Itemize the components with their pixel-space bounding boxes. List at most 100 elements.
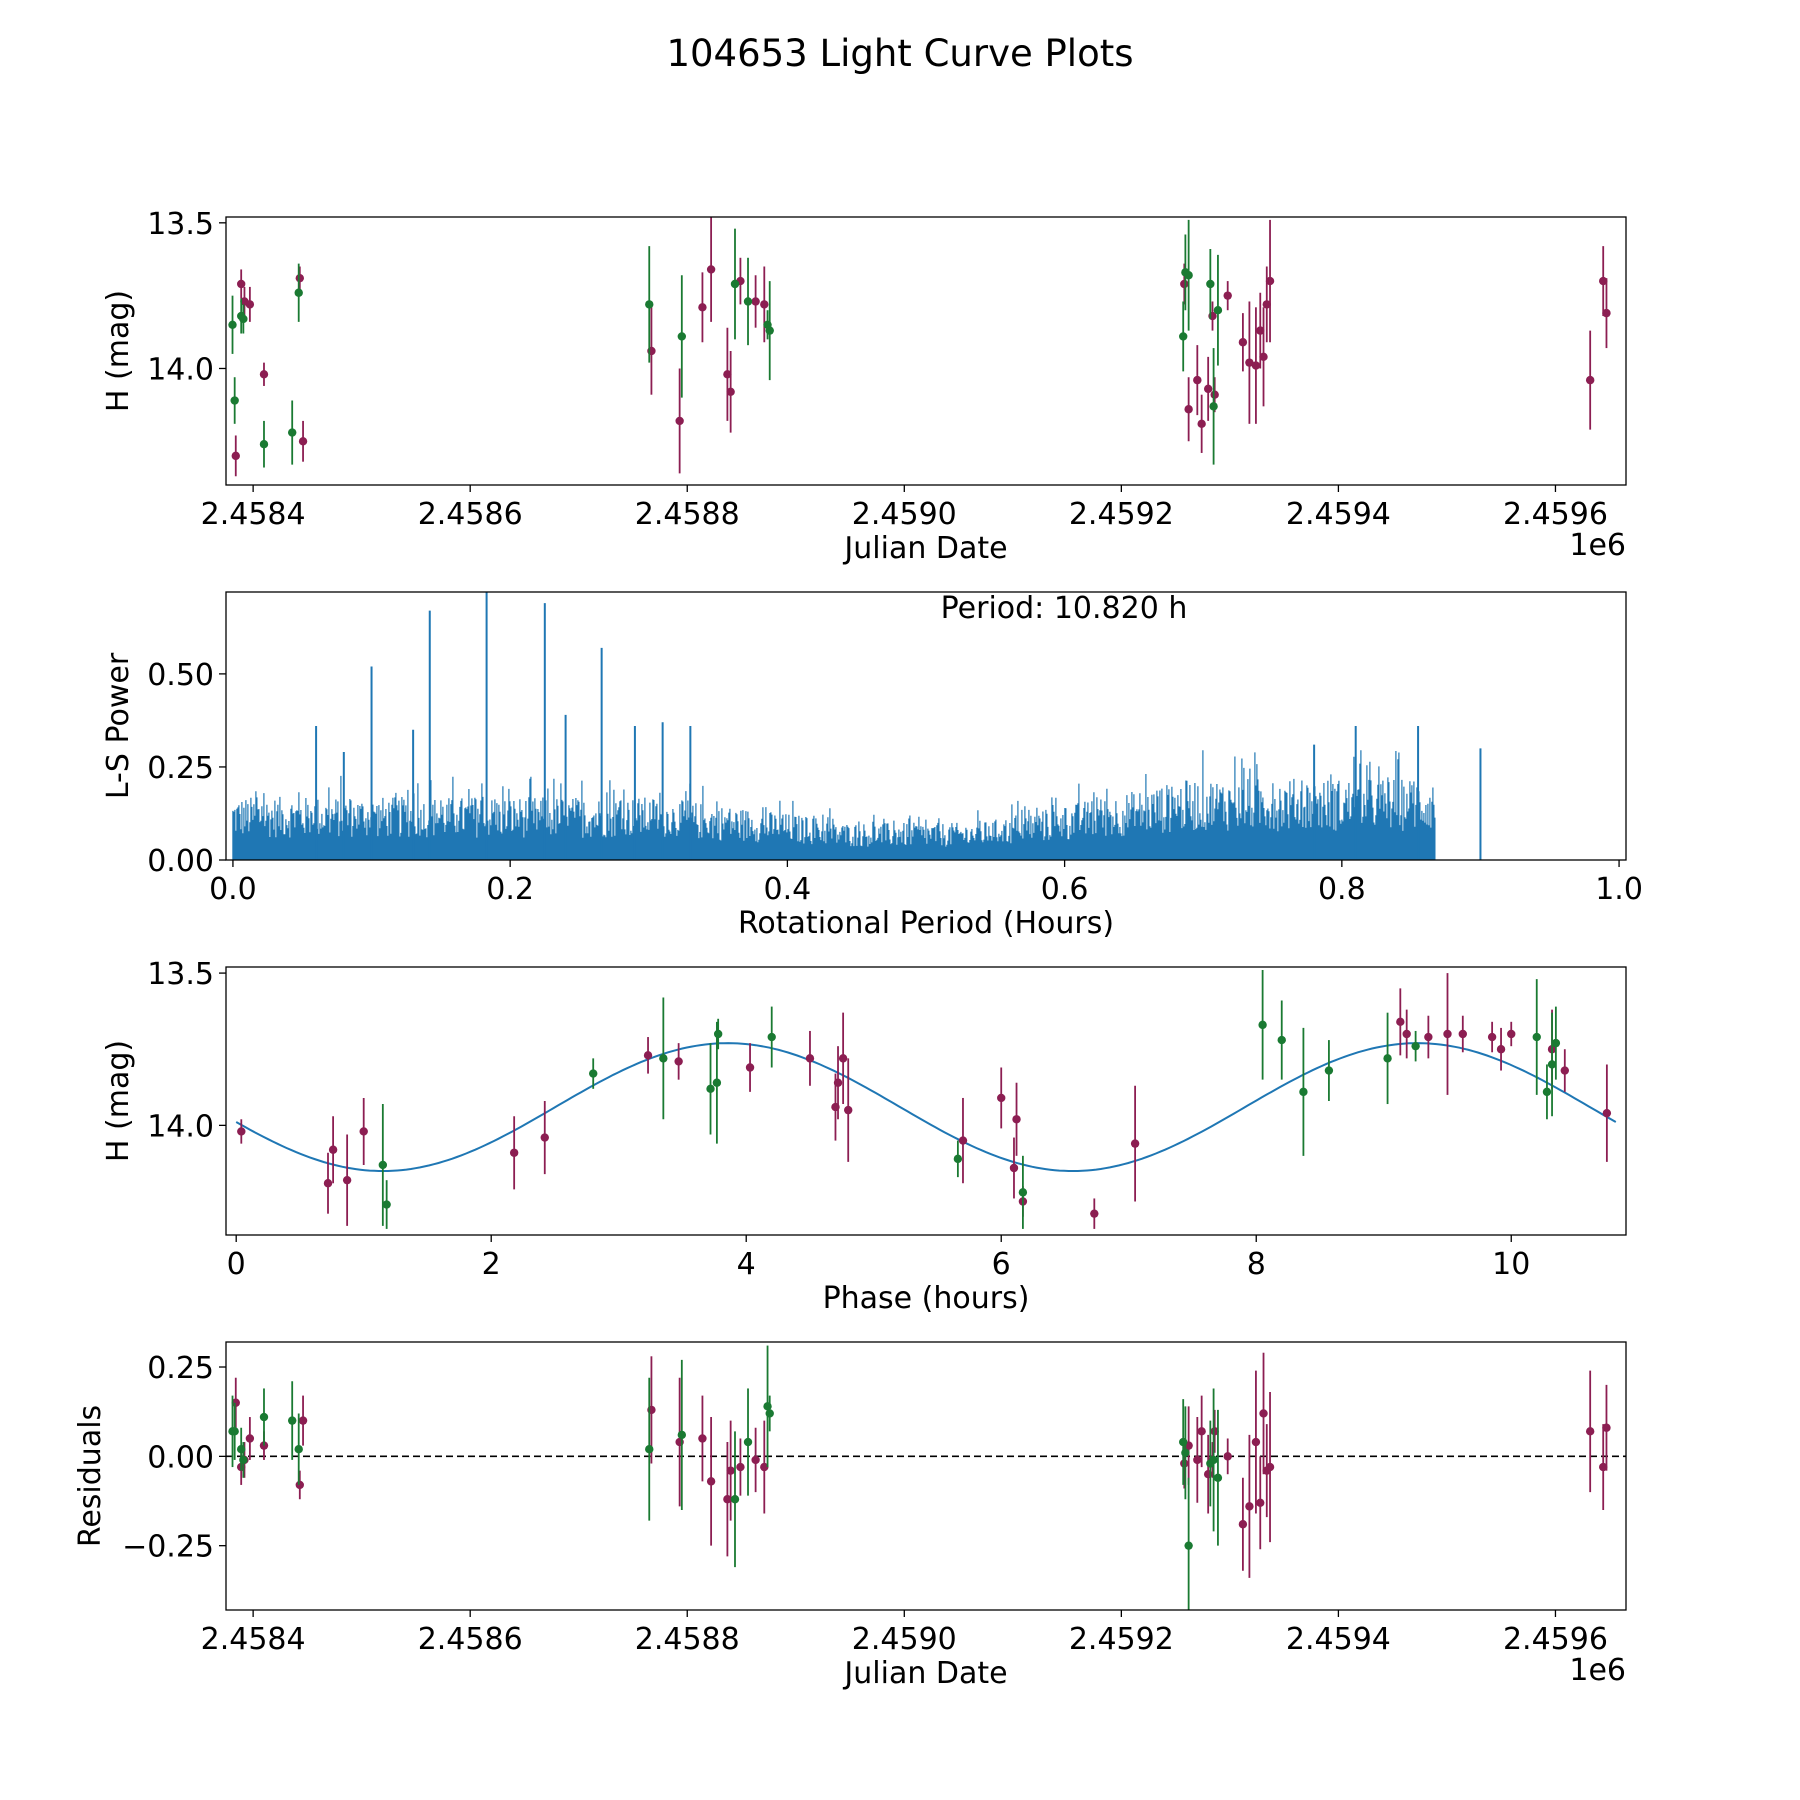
- phase-ytick-label: 13.5: [147, 957, 214, 992]
- res-point-band-g: [645, 1445, 654, 1454]
- phase-point-band-r: [1012, 1115, 1021, 1124]
- phase-point-band-g: [378, 1160, 388, 1170]
- lc-point-band-r: [726, 387, 735, 396]
- ls-period-annotation: Period: 10.820 h: [941, 591, 1188, 626]
- res-point-band-r: [723, 1495, 732, 1504]
- lc-point-band-r: [1245, 358, 1254, 367]
- res-point-band-r: [1585, 1427, 1595, 1436]
- phase-point-band-g: [1018, 1188, 1028, 1197]
- lc-point-band-r: [706, 265, 716, 274]
- lc-point-band-g: [1213, 306, 1223, 315]
- lc-xtick-label: 2.4594: [1286, 497, 1391, 532]
- phase-xtick-label: 0: [227, 1247, 246, 1282]
- ls-power-spectrum: [232, 750, 1436, 860]
- res-point-band-r: [1180, 1459, 1189, 1468]
- lc-point-band-r: [1184, 405, 1193, 414]
- lc-point-band-r: [1238, 338, 1248, 347]
- phase-point-band-r: [833, 1078, 843, 1087]
- phase-point-band-r: [1487, 1032, 1497, 1042]
- phase-point-band-r: [323, 1179, 333, 1188]
- figure-title: 104653 Light Curve Plots: [666, 32, 1133, 75]
- lc-point-band-r: [1262, 300, 1271, 309]
- phase-ticks: 0 2 4 6 8 10 14.0 13.5: [147, 957, 1530, 1282]
- ls-xtick-label: 0.4: [764, 872, 812, 907]
- res-point-band-g: [730, 1495, 740, 1504]
- lc-point-band-g: [743, 297, 753, 306]
- phase-point-band-r: [1130, 1139, 1140, 1148]
- res-point-band-g: [294, 1445, 303, 1454]
- ls-ytick-label: 0.00: [147, 844, 214, 879]
- lc-point-band-g: [294, 288, 303, 297]
- phase-point-band-r: [359, 1127, 368, 1136]
- phase-point-band-r: [674, 1057, 683, 1066]
- phase-point-band-r: [745, 1063, 755, 1072]
- phase-point-band-g: [659, 1054, 668, 1063]
- res-point-band-r: [706, 1477, 716, 1486]
- phase-xtick-label: 2: [482, 1247, 501, 1282]
- phase-xlabel: Phase (hours): [823, 1281, 1030, 1316]
- phase-xtick-label: 6: [992, 1247, 1011, 1282]
- phase-fit-curve: [235, 1042, 1617, 1172]
- res-xtick-label: 2.4586: [418, 1622, 523, 1657]
- res-xtick-label: 2.4596: [1503, 1622, 1608, 1657]
- lc-point-band-r: [1203, 384, 1213, 394]
- lc-point-band-r: [1602, 308, 1611, 318]
- res-ytick-label: 0.25: [147, 1351, 214, 1386]
- phase-plot-area: [235, 970, 1617, 1229]
- lc-point-band-r: [245, 300, 255, 309]
- phase-point-band-r: [838, 1054, 848, 1063]
- res-point-band-r: [1251, 1437, 1261, 1447]
- ls-xtick-label: 0.0: [209, 872, 257, 907]
- res-plot-area: [226, 1345, 1626, 1610]
- lc-plot-area: [228, 217, 1611, 477]
- phase-ytick-label: 14.0: [147, 1109, 214, 1144]
- lc-point-band-g: [730, 279, 740, 289]
- lc-ylabel: H (mag): [101, 290, 136, 412]
- res-offset-label: 1e6: [1569, 1653, 1626, 1688]
- res-xlabel: Julian Date: [842, 1656, 1007, 1691]
- res-axes-frame: [225, 1341, 1627, 1611]
- phase-point-band-r: [1560, 1066, 1569, 1075]
- phase-point-band-g: [712, 1078, 722, 1087]
- ls-ytick-label: 0.50: [147, 658, 214, 693]
- res-point-band-g: [1184, 1541, 1193, 1550]
- phase-xtick-label: 8: [1247, 1247, 1266, 1282]
- lc-point-band-g: [230, 396, 239, 405]
- lc-point-band-r: [1599, 276, 1608, 286]
- res-point-band-g: [1213, 1473, 1223, 1482]
- phase-point-band-r: [1458, 1029, 1467, 1039]
- lc-xlabel: Julian Date: [842, 531, 1007, 566]
- phase-point-band-r: [1424, 1032, 1433, 1042]
- res-point-band-r: [1599, 1462, 1608, 1472]
- ls-ytick-label: 0.25: [147, 751, 214, 786]
- phase-point-band-r: [1009, 1163, 1019, 1173]
- phase-point-band-g: [1277, 1035, 1286, 1045]
- res-point-band-r: [726, 1466, 735, 1475]
- lc-offset-label: 1e6: [1569, 528, 1626, 563]
- phase-point-band-r: [1602, 1108, 1612, 1118]
- res-point-band-r: [295, 1480, 304, 1490]
- res-point-band-r: [760, 1462, 769, 1472]
- lc-point-band-g: [239, 314, 248, 324]
- phase-point-band-r: [237, 1127, 246, 1136]
- phase-point-band-g: [1547, 1060, 1557, 1069]
- lc-axes-frame: [225, 216, 1627, 486]
- res-ytick-label: 0.00: [147, 1440, 214, 1475]
- res-point-band-g: [765, 1409, 774, 1418]
- lc-xtick-label: 2.4592: [1069, 497, 1174, 532]
- lc-point-band-g: [645, 300, 654, 309]
- phase-point-band-g: [1551, 1038, 1561, 1048]
- lc-point-band-r: [675, 416, 684, 426]
- res-point-band-g: [239, 1455, 248, 1465]
- res-point-band-g: [288, 1416, 297, 1425]
- ls-xtick-label: 1.0: [1595, 872, 1643, 907]
- res-xtick-label: 2.4594: [1286, 1622, 1391, 1657]
- lc-xtick-label: 2.4584: [201, 497, 306, 532]
- phase-point-band-r: [643, 1051, 653, 1060]
- lc-point-band-r: [259, 370, 269, 379]
- phase-point-band-r: [1507, 1029, 1516, 1039]
- phase-point-band-r: [958, 1136, 968, 1145]
- phase-point-band-g: [767, 1032, 776, 1042]
